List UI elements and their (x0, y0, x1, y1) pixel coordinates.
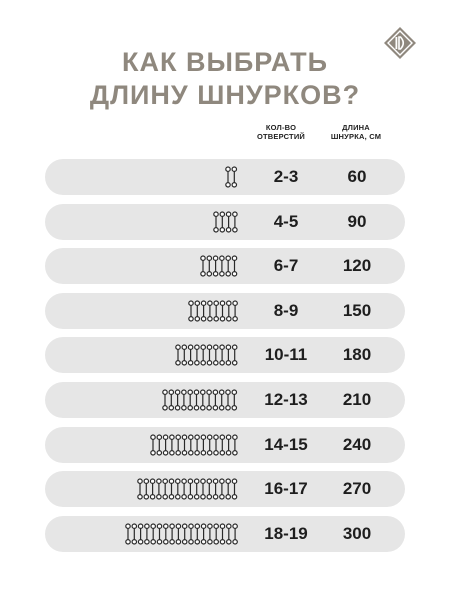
lace-length-value: 210 (342, 389, 372, 409)
eyelets-icon (175, 344, 240, 366)
table-row: 18-19 300 (45, 515, 405, 552)
table-row: 10-11 180 (45, 337, 405, 374)
eyelets-icon (200, 255, 240, 277)
holes-range: 18-19 (264, 523, 308, 543)
holes-range: 2-3 (273, 167, 299, 186)
table-row: 16-17 270 (45, 471, 405, 508)
holes-range: 4-5 (273, 211, 299, 231)
holes-range: 16-17 (264, 479, 308, 499)
holes-range: 6-7 (273, 256, 299, 276)
eyelets-icon (150, 433, 240, 456)
holes-range: 8-9 (273, 300, 299, 320)
holes-range: 10-11 (264, 345, 308, 365)
holes-range: 12-13 (264, 389, 308, 409)
header-lace-length: ДЛИНА ШНУРКА, СМ (330, 123, 382, 141)
brand-logo-icon (383, 26, 417, 60)
lace-length-value: 90 (347, 211, 367, 231)
eyelets-icon (137, 478, 240, 500)
eyelets-icon (162, 389, 240, 411)
lace-length-value: 180 (342, 345, 372, 365)
header-holes-count: КОЛ-ВО ОТВЕРСТИЙ (256, 123, 306, 141)
table-row: 12-13 210 (45, 381, 405, 418)
eyelets-icon (213, 210, 240, 233)
eyelets-icon (225, 166, 240, 188)
title-line-2: ДЛИНУ ШНУРКОВ? (89, 80, 361, 110)
table-row: 6-7 120 (45, 248, 405, 285)
table-row: 2-3 60 (45, 159, 405, 195)
lace-length-value: 270 (342, 479, 372, 499)
table-row: 14-15 240 (45, 426, 405, 463)
lace-length-value: 120 (342, 256, 372, 276)
lace-length-value: 150 (342, 300, 372, 320)
lace-length-value: 240 (342, 434, 372, 454)
size-table: 2-3 60 4-5 90 6-7 120 8-9 150 10-11 180 12-13 210 14… (45, 159, 405, 560)
page-title: КАК ВЫБРАТЬ ДЛИНУ ШНУРКОВ? (0, 46, 450, 112)
eyelets-icon (125, 523, 240, 545)
lace-length-value: 60 (347, 167, 367, 186)
eyelets-icon (188, 300, 240, 322)
table-row: 8-9 150 (45, 292, 405, 329)
holes-range: 14-15 (264, 434, 308, 454)
title-line-1: КАК ВЫБРАТЬ (122, 47, 328, 77)
lace-length-value: 300 (342, 523, 372, 543)
table-row: 4-5 90 (45, 203, 405, 240)
